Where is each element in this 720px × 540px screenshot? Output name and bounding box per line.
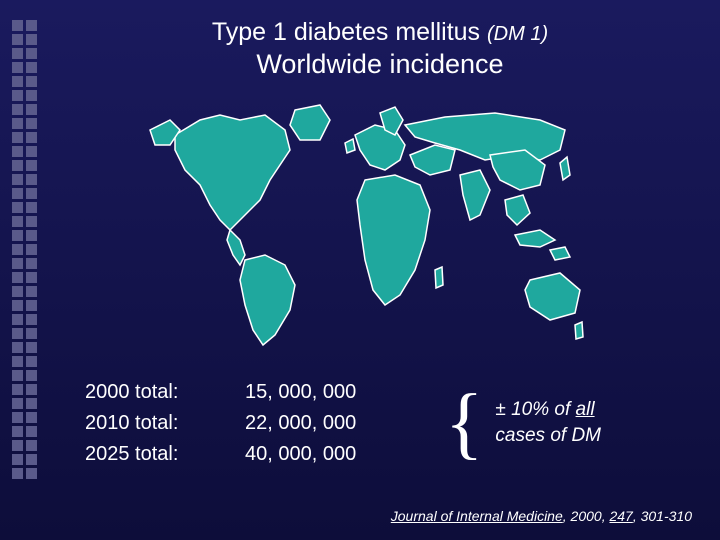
statistics-block: 2000 total: 15, 000, 000 2010 total: 22,…: [85, 377, 356, 470]
decorative-squares: [12, 20, 40, 482]
title-abbrev: (DM 1): [487, 23, 548, 45]
brace-icon: {: [445, 383, 483, 463]
title-main: Type 1 diabetes mellitus: [212, 18, 480, 46]
citation: Journal of Internal Medicine, 2000, 247,…: [391, 508, 692, 524]
callout-block: { ± 10% of all cases of DM: [445, 375, 601, 470]
stat-label: 2000 total:: [85, 377, 245, 408]
slide-title: Type 1 diabetes mellitus (DM 1) Worldwid…: [120, 18, 640, 80]
stat-row: 2000 total: 15, 000, 000: [85, 377, 356, 408]
stat-label: 2025 total:: [85, 439, 245, 470]
citation-journal: Journal of Internal Medicine: [391, 508, 563, 524]
world-map: [145, 95, 585, 355]
stat-value: 40, 000, 000: [245, 439, 356, 470]
stat-row: 2010 total: 22, 000, 000: [85, 408, 356, 439]
title-subtitle: Worldwide incidence: [120, 49, 640, 80]
stat-value: 22, 000, 000: [245, 408, 356, 439]
stat-value: 15, 000, 000: [245, 377, 356, 408]
citation-volume: 247: [609, 508, 632, 524]
callout-text: ± 10% of all cases of DM: [495, 397, 601, 448]
stat-label: 2010 total:: [85, 408, 245, 439]
stat-row: 2025 total: 40, 000, 000: [85, 439, 356, 470]
